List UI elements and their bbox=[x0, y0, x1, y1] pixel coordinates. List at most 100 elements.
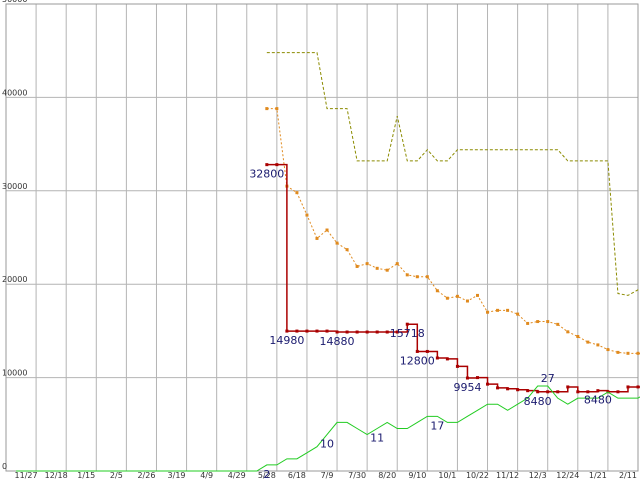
data-point bbox=[526, 321, 530, 325]
data-point bbox=[335, 330, 339, 334]
data-point bbox=[395, 262, 399, 266]
x-tick-label: 2/26 bbox=[137, 471, 155, 480]
x-tick-label: 7/9 bbox=[321, 471, 334, 480]
data-point bbox=[606, 348, 610, 352]
y-tick-label: 30000 bbox=[2, 182, 27, 191]
data-point bbox=[506, 308, 510, 312]
data-point bbox=[616, 350, 620, 354]
data-point bbox=[626, 351, 630, 355]
data-point bbox=[465, 299, 469, 303]
data-label: 27 bbox=[541, 372, 555, 385]
data-point bbox=[616, 390, 620, 394]
x-tick-label: 12/18 bbox=[45, 471, 68, 480]
x-tick-label: 12/3 bbox=[529, 471, 547, 480]
data-point bbox=[405, 322, 409, 326]
data-label: 9954 bbox=[453, 381, 481, 394]
data-point bbox=[486, 310, 490, 314]
data-point bbox=[596, 389, 600, 393]
data-point bbox=[496, 386, 500, 390]
data-point bbox=[516, 312, 520, 316]
data-point bbox=[395, 330, 399, 334]
data-point bbox=[275, 107, 279, 111]
data-label: 17 bbox=[430, 419, 444, 432]
y-tick-label: 0 bbox=[2, 462, 7, 471]
x-tick-label: 11/27 bbox=[15, 471, 38, 480]
data-point bbox=[576, 335, 580, 339]
data-point bbox=[265, 163, 269, 167]
data-point bbox=[636, 385, 640, 389]
data-point bbox=[415, 349, 419, 353]
data-label: 15718 bbox=[390, 327, 425, 340]
data-label: 8480 bbox=[584, 394, 612, 407]
data-point bbox=[576, 390, 580, 394]
series-line-0 bbox=[266, 52, 640, 296]
x-tick-label: 6/18 bbox=[288, 471, 306, 480]
data-point bbox=[465, 376, 469, 380]
data-point bbox=[285, 329, 289, 333]
data-label: 32800 bbox=[249, 168, 284, 181]
chart-series bbox=[16, 52, 640, 472]
data-label: 8480 bbox=[524, 395, 552, 408]
data-point bbox=[335, 241, 339, 245]
x-tick-label: 10/22 bbox=[466, 471, 489, 480]
data-point bbox=[355, 264, 359, 268]
data-point bbox=[546, 390, 550, 394]
data-label: 12800 bbox=[400, 354, 435, 367]
data-point bbox=[586, 390, 590, 394]
data-point bbox=[275, 163, 279, 167]
data-point bbox=[626, 385, 630, 389]
series-line-3 bbox=[16, 385, 640, 472]
data-point bbox=[385, 330, 389, 334]
y-tick-label: 10000 bbox=[2, 369, 27, 378]
data-point bbox=[445, 296, 449, 300]
data-point bbox=[556, 390, 560, 394]
x-tick-label: 1/15 bbox=[77, 471, 95, 480]
x-tick-label: 4/29 bbox=[228, 471, 246, 480]
data-point bbox=[365, 330, 369, 334]
data-labels: 32800 14980 14880 15718 12800 9954 8480 8480 2 10… bbox=[249, 168, 612, 480]
data-label: 14880 bbox=[320, 335, 355, 348]
y-tick-label: 20000 bbox=[2, 275, 27, 284]
data-point bbox=[375, 266, 379, 270]
data-point bbox=[506, 387, 510, 391]
x-tick-label: 9/10 bbox=[408, 471, 426, 480]
x-tick-label: 2/11 bbox=[619, 471, 637, 480]
data-point bbox=[365, 262, 369, 266]
data-point bbox=[425, 275, 429, 279]
y-tick-label: 40000 bbox=[2, 88, 27, 97]
data-point bbox=[516, 388, 520, 392]
data-point bbox=[415, 275, 419, 279]
data-point bbox=[455, 364, 459, 368]
data-point bbox=[556, 322, 560, 326]
data-point bbox=[315, 329, 319, 333]
data-point bbox=[445, 357, 449, 361]
data-point bbox=[435, 289, 439, 293]
x-tick-label: 3/19 bbox=[168, 471, 186, 480]
x-axis: 11/27 12/18 1/15 2/5 2/26 3/19 4/9 4/29 5/28 6/18… bbox=[15, 471, 637, 480]
data-point bbox=[496, 308, 500, 312]
x-tick-label: 4/9 bbox=[200, 471, 213, 480]
data-point bbox=[536, 390, 540, 394]
data-label: 10 bbox=[320, 438, 334, 451]
data-point bbox=[475, 293, 479, 297]
data-point bbox=[486, 382, 490, 386]
data-point bbox=[385, 268, 389, 272]
data-point bbox=[325, 329, 329, 333]
y-tick-label: 50000 bbox=[2, 0, 27, 4]
data-point bbox=[435, 356, 439, 360]
x-tick-label: 5/28 bbox=[258, 471, 276, 480]
data-point bbox=[455, 294, 459, 298]
data-point bbox=[475, 376, 479, 380]
x-tick-label: 1/21 bbox=[589, 471, 607, 480]
data-point bbox=[526, 389, 530, 393]
x-tick-label: 11/12 bbox=[496, 471, 519, 480]
data-label: 14980 bbox=[269, 334, 304, 347]
data-point bbox=[295, 191, 299, 195]
data-point bbox=[265, 107, 269, 111]
data-point bbox=[345, 248, 349, 252]
x-tick-label: 7/30 bbox=[348, 471, 366, 480]
data-label: 11 bbox=[370, 432, 384, 445]
data-point bbox=[425, 349, 429, 353]
data-label: 2 bbox=[263, 468, 270, 480]
